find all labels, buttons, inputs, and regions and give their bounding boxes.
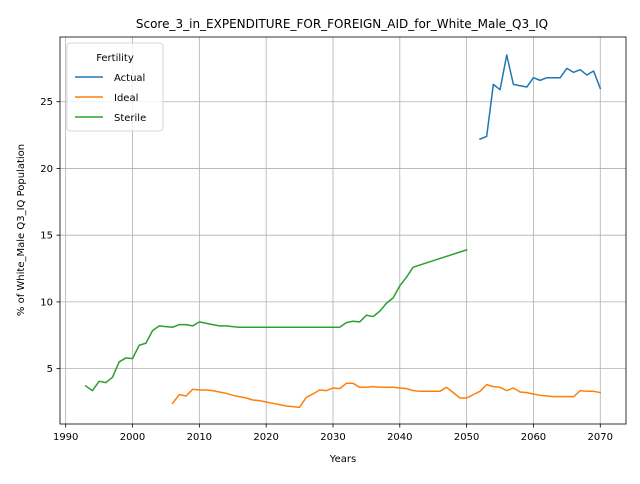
y-tick-label: 25 (40, 97, 53, 108)
y-axis: 5 10 15 20 25 (40, 97, 60, 375)
legend-title: Fertility (96, 53, 134, 64)
grid (60, 37, 626, 424)
y-tick-label: 15 (40, 231, 53, 242)
x-tick-label: 2020 (253, 432, 278, 443)
y-axis-label: % of White_Male Q3_IQ Population (16, 144, 27, 316)
x-tick-label: 2040 (387, 432, 412, 443)
legend-box (66, 42, 164, 132)
x-axis: 1990 2000 2010 2020 2030 2040 2050 2060 2070 (53, 424, 613, 443)
series-line-ideal (171, 382, 602, 409)
x-tick-label: 2050 (454, 432, 479, 443)
y-tick-label: 10 (40, 297, 53, 308)
x-tick-label: 2000 (120, 432, 145, 443)
series-layer (84, 54, 602, 409)
legend-label-sterile: Sterile (114, 113, 146, 124)
y-tick-label: 20 (40, 164, 53, 175)
x-tick-label: 2010 (187, 432, 212, 443)
y-tick-label: 5 (47, 364, 53, 375)
legend: Fertility Actual Ideal Sterile (66, 42, 164, 132)
plot-frame (59, 36, 627, 425)
x-tick-label: 2070 (588, 432, 613, 443)
x-tick-label: 2060 (521, 432, 546, 443)
series-line-actual (479, 54, 602, 141)
series-line-sterile (84, 248, 468, 392)
legend-label-ideal: Ideal (114, 93, 138, 104)
x-axis-label: Years (329, 454, 356, 465)
legend-label-actual: Actual (114, 73, 145, 84)
x-tick-label: 2030 (320, 432, 345, 443)
chart-title: Score_3_in_EXPENDITURE_FOR_FOREIGN_AID_f… (136, 17, 548, 31)
x-tick-label: 1990 (53, 432, 78, 443)
